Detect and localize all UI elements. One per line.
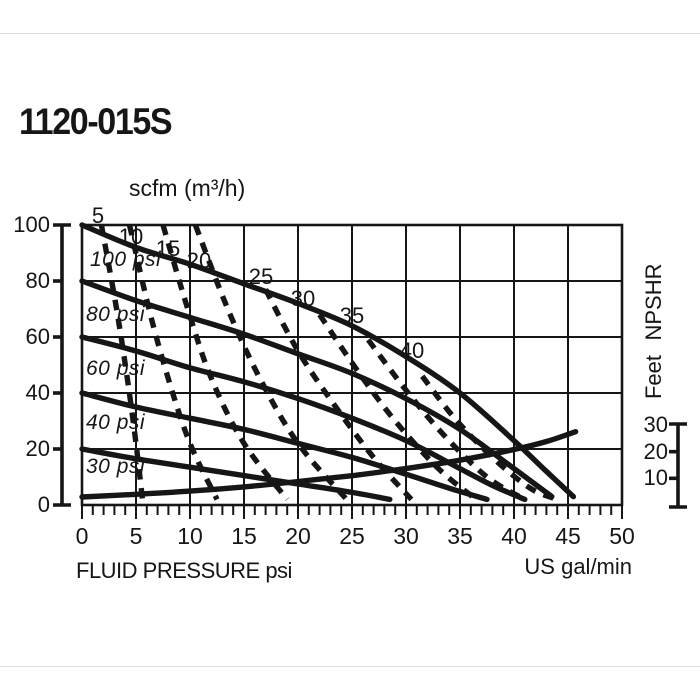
fluid-curve-40-psi [79,390,490,503]
scfm-curve-label: 25 [248,264,274,289]
air-consumption-curve-5 [98,224,146,500]
air-consumption-curve-15 [160,224,290,502]
x-tick-label: 35 [447,523,473,549]
y-right-tick-label: 30 [643,412,668,437]
x-tick-label: 40 [501,523,527,549]
right-axis-title: NPSHR [641,263,666,341]
top-axis-label: scfm (m³/h) [129,175,246,201]
page-title: 1120-015S [19,101,173,142]
x-tick-label: 0 [75,523,89,549]
scfm-curve-label: 30 [290,286,316,311]
air-consumption-curve-30 [317,313,478,502]
y-left-tick-label: 0 [37,492,50,517]
x-tick-label: 10 [177,523,203,549]
right-axis-units: Feet [641,354,666,400]
npshr-curve [79,429,579,500]
x-tick-label: 25 [339,523,365,549]
y-left-tick-label: 100 [13,212,50,237]
x-tick-label: 45 [555,523,581,549]
x-tick-label: 20 [285,523,311,549]
y-left-tick-label: 80 [25,268,50,293]
x-tick-label: 5 [129,523,143,549]
x-tick-label: 50 [609,523,635,549]
y-right-tick-label: 20 [643,438,668,464]
y-left-tick-label: 40 [25,380,50,405]
fluid-curve-80-psi [79,278,555,500]
y-left-tick-label: 60 [25,324,50,349]
x-axis-label-left: FLUID PRESSURE psi [76,558,292,583]
x-tick-label: 30 [393,523,419,549]
scfm-curve-label: 5 [91,203,105,228]
page-top-border [0,33,700,34]
y-left-tick-label: 20 [25,436,50,461]
fluid-curve-label: 40 psi [86,411,146,434]
scfm-curve-label: 10 [118,224,144,249]
x-tick-label: 15 [231,523,257,549]
scfm-curve-label: 20 [186,248,212,273]
page-bottom-border [0,666,700,667]
fluid-curve-label: 80 psi [86,303,146,326]
scfm-curve-label: 40 [399,338,425,363]
fluid-curve-label: 60 psi [86,357,146,380]
fluid-curve-label: 30 psi [86,455,146,478]
scfm-curve-label: 15 [155,236,181,261]
x-axis-label-right: US gal/min [524,554,632,579]
air-consumption-curve-35 [366,338,527,502]
air-consumption-curve-40 [420,374,559,502]
y-right-tick-label: 10 [643,465,668,491]
scfm-curve-label: 35 [339,303,365,328]
air-consumption-curve-10 [126,224,220,501]
fluid-curve-label: 100 psi [90,248,162,271]
